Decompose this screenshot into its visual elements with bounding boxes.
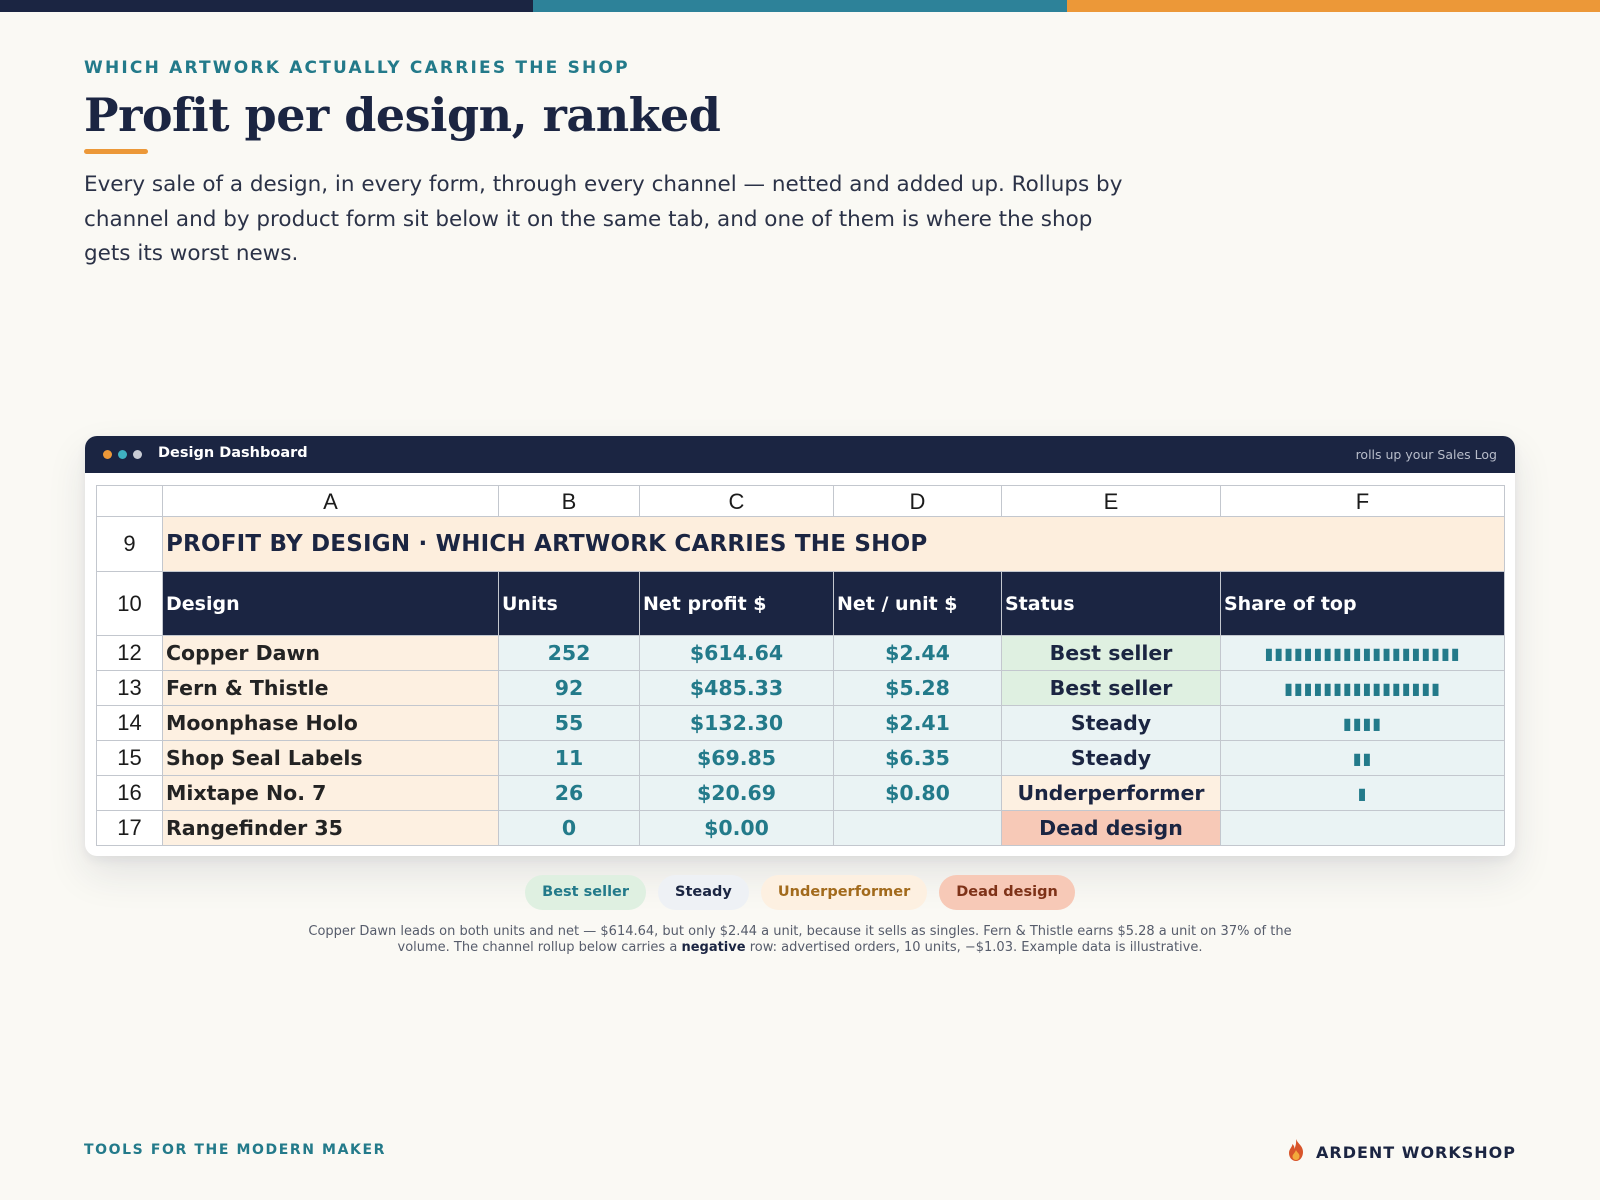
top-color-bar: [0, 0, 1600, 12]
units-cell[interactable]: 252: [498, 635, 640, 671]
column-header-a[interactable]: A: [162, 485, 499, 517]
top-bar-navy-segment: [0, 0, 534, 12]
design-cell[interactable]: Mixtape No. 7: [162, 775, 499, 811]
design-cell[interactable]: Rangefinder 35: [162, 810, 499, 846]
units-cell[interactable]: 11: [498, 740, 640, 776]
top-bar-orange-segment: [1066, 0, 1600, 12]
net-profit-cell[interactable]: $20.69: [639, 775, 834, 811]
header-share-of-top[interactable]: Share of top: [1220, 571, 1505, 636]
column-header-c[interactable]: C: [639, 485, 834, 517]
legend-best-seller: Best seller: [525, 875, 647, 910]
net-per-unit-cell[interactable]: $6.35: [833, 740, 1002, 776]
table-row: 14 Moonphase Holo 55 $132.30 $2.41 Stead…: [96, 705, 1505, 741]
net-per-unit-cell[interactable]: $5.28: [833, 670, 1002, 706]
units-cell[interactable]: 0: [498, 810, 640, 846]
status-cell[interactable]: Underperformer: [1001, 775, 1221, 811]
window-dot-teal: [118, 450, 127, 459]
status-cell[interactable]: Steady: [1001, 740, 1221, 776]
units-cell[interactable]: 55: [498, 705, 640, 741]
net-profit-cell[interactable]: $0.00: [639, 810, 834, 846]
caption-text-start: Copper Dawn leads on both units and net …: [308, 924, 1292, 955]
net-per-unit-cell[interactable]: $2.44: [833, 635, 1002, 671]
units-cell[interactable]: 26: [498, 775, 640, 811]
row-number[interactable]: 15: [96, 740, 163, 776]
intro-paragraph: Every sale of a design, in every form, t…: [84, 172, 1123, 266]
status-cell[interactable]: Best seller: [1001, 670, 1221, 706]
share-bar-cell[interactable]: ▮▮: [1220, 740, 1505, 776]
row-number[interactable]: 12: [96, 635, 163, 671]
window-dot-orange: [103, 450, 112, 459]
table-row: 15 Shop Seal Labels 11 $69.85 $6.35 Stea…: [96, 740, 1505, 776]
net-per-unit-cell[interactable]: [833, 810, 1002, 846]
row-number[interactable]: 10: [96, 571, 163, 636]
window-dot-grey: [133, 450, 142, 459]
legend-steady: Steady: [658, 875, 749, 910]
table-header-row: 10 Design Units Net profit $ Net / unit …: [96, 571, 1505, 636]
share-bar-cell[interactable]: ▮▮▮▮▮▮▮▮▮▮▮▮▮▮▮▮▮▮▮▮: [1220, 635, 1505, 671]
header-net-per-unit[interactable]: Net / unit $: [833, 571, 1002, 636]
row-number[interactable]: 17: [96, 810, 163, 846]
column-header-f[interactable]: F: [1220, 485, 1505, 517]
legend-underperformer: Underperformer: [760, 875, 928, 910]
design-profit-table: A B C D E F 9 PROFIT BY DESIGN · WHICH A…: [96, 485, 1505, 846]
window-title-bar: Design Dashboard rolls up your Sales Log: [85, 436, 1515, 473]
header-net-profit[interactable]: Net profit $: [639, 571, 834, 636]
row-number[interactable]: 16: [96, 775, 163, 811]
design-cell[interactable]: Moonphase Holo: [162, 705, 499, 741]
column-header-d[interactable]: D: [833, 485, 1002, 517]
caption-text-end: row: advertised orders, 10 units, −$1.03…: [745, 940, 1203, 955]
design-cell[interactable]: Copper Dawn: [162, 635, 499, 671]
header-status[interactable]: Status: [1001, 571, 1221, 636]
legend-dead-design: Dead design: [939, 875, 1075, 910]
banner-row: 9 PROFIT BY DESIGN · WHICH ARTWORK CARRI…: [96, 516, 1505, 572]
net-per-unit-cell[interactable]: $0.80: [833, 775, 1002, 811]
column-header-e[interactable]: E: [1001, 485, 1221, 517]
status-cell[interactable]: Best seller: [1001, 635, 1221, 671]
net-per-unit-cell[interactable]: $2.41: [833, 705, 1002, 741]
design-cell[interactable]: Shop Seal Labels: [162, 740, 499, 776]
eyebrow-label: WHICH ARTWORK ACTUALLY CARRIES THE SHOP: [84, 58, 630, 78]
table-row: 12 Copper Dawn 252 $614.64 $2.44 Best se…: [96, 635, 1505, 671]
net-profit-cell[interactable]: $69.85: [639, 740, 834, 776]
corner-cell[interactable]: [96, 485, 163, 517]
spreadsheet-window: Design Dashboard rolls up your Sales Log…: [85, 436, 1515, 856]
banner-cell[interactable]: PROFIT BY DESIGN · WHICH ARTWORK CARRIES…: [162, 516, 1505, 572]
header-design[interactable]: Design: [162, 571, 499, 636]
status-cell[interactable]: Steady: [1001, 705, 1221, 741]
table-row: 13 Fern & Thistle 92 $485.33 $5.28 Best …: [96, 670, 1505, 706]
row-number[interactable]: 13: [96, 670, 163, 706]
units-cell[interactable]: 92: [498, 670, 640, 706]
window-note: rolls up your Sales Log: [1355, 447, 1497, 462]
caption-note: Copper Dawn leads on both units and net …: [300, 924, 1300, 956]
header-units[interactable]: Units: [498, 571, 640, 636]
share-bar-cell[interactable]: ▮▮▮▮▮▮▮▮▮▮▮▮▮▮▮▮: [1220, 670, 1505, 706]
caption-bold-word: negative: [681, 940, 746, 955]
row-number[interactable]: 9: [96, 516, 163, 572]
page-title: Profit per design, ranked: [84, 88, 721, 142]
share-bar-cell[interactable]: ▮: [1220, 775, 1505, 811]
brand-name: ARDENT WORKSHOP: [1316, 1142, 1516, 1162]
design-cell[interactable]: Fern & Thistle: [162, 670, 499, 706]
table-row: 16 Mixtape No. 7 26 $20.69 $0.80 Underpe…: [96, 775, 1505, 811]
footer-brand: ARDENT WORKSHOP: [1286, 1138, 1516, 1166]
status-legend: Best seller Steady Underperformer Dead d…: [0, 875, 1600, 910]
flame-icon: [1286, 1138, 1306, 1166]
share-bar-cell[interactable]: [1220, 810, 1505, 846]
row-number[interactable]: 14: [96, 705, 163, 741]
table-row: 17 Rangefinder 35 0 $0.00 Dead design: [96, 810, 1505, 846]
net-profit-cell[interactable]: $614.64: [639, 635, 834, 671]
footer-tagline: TOOLS FOR THE MODERN MAKER: [84, 1142, 387, 1158]
column-header-row: A B C D E F: [96, 485, 1505, 517]
net-profit-cell[interactable]: $485.33: [639, 670, 834, 706]
window-title: Design Dashboard: [158, 445, 308, 461]
status-cell[interactable]: Dead design: [1001, 810, 1221, 846]
column-header-b[interactable]: B: [498, 485, 640, 517]
share-bar-cell[interactable]: ▮▮▮▮: [1220, 705, 1505, 741]
net-profit-cell[interactable]: $132.30: [639, 705, 834, 741]
top-bar-teal-segment: [533, 0, 1067, 12]
title-underline: [84, 149, 148, 154]
